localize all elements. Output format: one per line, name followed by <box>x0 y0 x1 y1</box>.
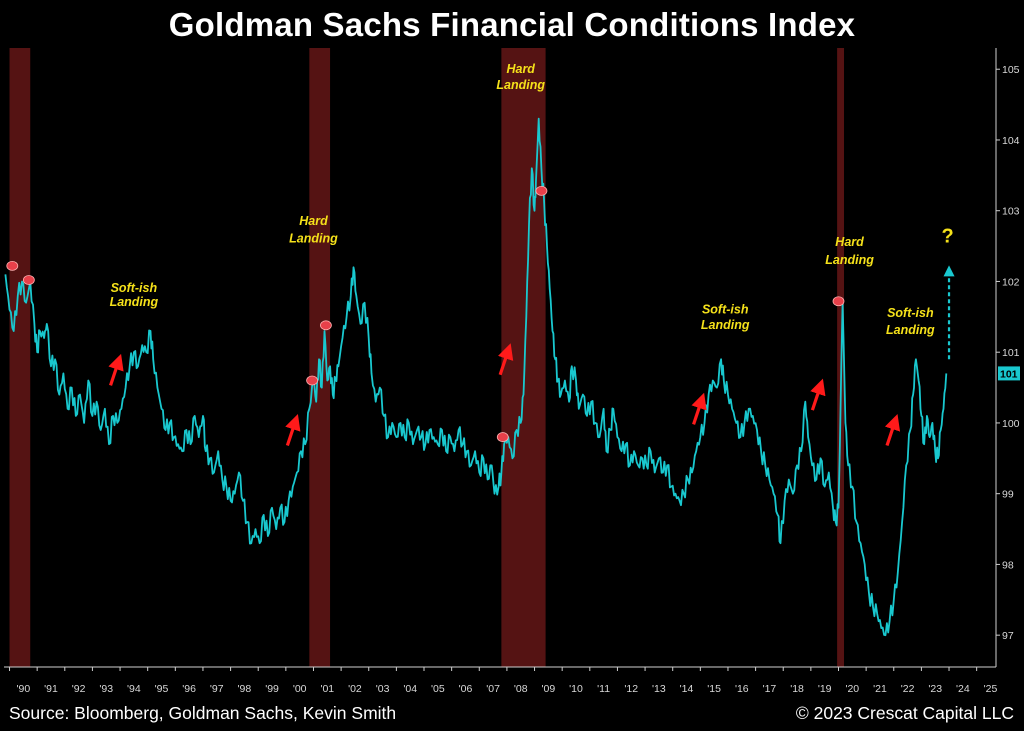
x-tick-label: '98 <box>238 683 252 695</box>
chart-title: Goldman Sachs Financial Conditions Index <box>168 6 856 43</box>
signal-marker <box>535 186 548 196</box>
x-tick-label: '07 <box>486 683 500 695</box>
annotation-label: Hard <box>506 62 535 76</box>
x-tick-label: '23 <box>928 683 942 695</box>
x-tick-label: '91 <box>44 683 58 695</box>
up-arrow <box>884 413 901 447</box>
x-tick-label: '05 <box>431 683 445 695</box>
x-tick-label: '13 <box>652 683 666 695</box>
x-tick-label: '12 <box>624 683 638 695</box>
recession-band <box>309 48 331 667</box>
y-tick-label: 103 <box>1002 206 1020 218</box>
x-tick-label: '10 <box>569 683 583 695</box>
annotation-label: Landing <box>886 323 935 337</box>
last-value-label: 101 <box>1000 368 1018 380</box>
y-tick-label: 105 <box>1002 64 1020 76</box>
annotation-label: Landing <box>496 78 545 92</box>
x-tick-label: '20 <box>845 683 859 695</box>
x-tick-label: '97 <box>210 683 224 695</box>
x-tick-label: '99 <box>265 683 279 695</box>
annotation-label: Landing <box>110 295 159 309</box>
signal-marker <box>832 296 845 307</box>
copyright-note: © 2023 Crescat Capital LLC <box>795 703 1014 723</box>
x-tick-label: '01 <box>320 683 334 695</box>
index-line-layer <box>4 117 948 637</box>
source-note: Source: Bloomberg, Goldman Sachs, Kevin … <box>9 703 397 723</box>
x-tick-label: '24 <box>956 683 970 695</box>
x-tick-label: '16 <box>735 683 749 695</box>
signal-marker <box>496 432 509 442</box>
annotation-label: Landing <box>701 318 750 332</box>
x-tick-label: '21 <box>873 683 887 695</box>
annotation-label: Soft-ish <box>702 302 749 316</box>
annotation-layer: Soft-ishLandingHardLandingHardLandingSof… <box>6 62 955 447</box>
y-tick-label: 100 <box>1002 418 1020 430</box>
fci-line <box>4 117 948 637</box>
x-tick-label: '96 <box>182 683 196 695</box>
x-tick-label: '14 <box>680 683 694 695</box>
x-tick-label: '90 <box>16 683 30 695</box>
up-arrow <box>108 353 124 386</box>
axes: 97 98 99 100 101 102 103 104 105 '90 '91 '92 '93 '94 '… <box>4 48 1020 695</box>
signal-marker <box>306 375 319 386</box>
y-tick-label: 104 <box>1002 135 1020 147</box>
annotation-label: Hard <box>835 235 864 249</box>
annotation-label: Landing <box>825 253 874 267</box>
x-tick-label: '09 <box>542 683 556 695</box>
up-arrow <box>691 392 707 425</box>
x-tick-label: '03 <box>376 683 390 695</box>
recession-bands <box>9 48 845 667</box>
signal-marker <box>320 320 332 331</box>
x-tick-label: '00 <box>293 683 307 695</box>
x-tick-label: '22 <box>901 683 915 695</box>
up-arrow <box>498 343 514 376</box>
y-tick-label: 102 <box>1002 276 1020 288</box>
signal-marker <box>22 275 35 285</box>
y-tick-label: 101 <box>1002 347 1020 359</box>
recession-band <box>9 48 31 667</box>
x-tick-label: '04 <box>403 683 417 695</box>
x-tick-label: '06 <box>459 683 473 695</box>
signal-marker <box>6 260 19 271</box>
up-arrow <box>285 413 301 447</box>
y-tick-label: 97 <box>1002 630 1014 642</box>
x-tick-label: '93 <box>99 683 113 695</box>
question-mark: ? <box>942 226 954 248</box>
x-tick-label: '15 <box>707 683 721 695</box>
annotation-label: Landing <box>289 232 338 246</box>
last-value-badge <box>998 366 1020 381</box>
up-arrow <box>810 378 826 411</box>
annotation-label: Hard <box>299 214 328 228</box>
x-tick-label: '19 <box>818 683 832 695</box>
x-tick-label: '92 <box>72 683 86 695</box>
annotation-label: Soft-ish <box>111 281 158 295</box>
x-tick-label: '95 <box>155 683 169 695</box>
x-tick-label: '94 <box>127 683 141 695</box>
y-tick-label: 99 <box>1002 489 1014 501</box>
x-tick-label: '25 <box>984 683 998 695</box>
annotation-label: Soft-ish <box>887 306 934 320</box>
y-tick-label: 98 <box>1002 559 1014 571</box>
x-tick-label: '02 <box>348 683 362 695</box>
x-tick-label: '18 <box>790 683 804 695</box>
x-tick-label: '11 <box>597 683 610 695</box>
x-tick-label: '17 <box>763 683 777 695</box>
x-tick-label: '08 <box>514 683 528 695</box>
